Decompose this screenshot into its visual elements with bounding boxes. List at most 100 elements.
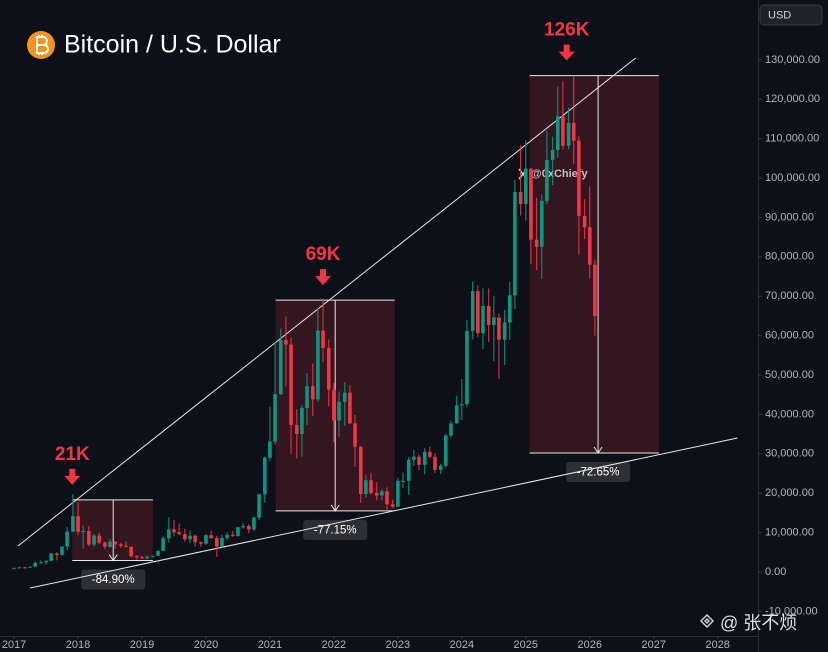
candle [422, 448, 427, 475]
x-tick-label: 2023 [386, 639, 410, 651]
candle [348, 385, 352, 424]
candle-body [33, 562, 37, 567]
x-tick-label: 2028 [705, 639, 729, 651]
peak-arrow [315, 269, 332, 286]
candle [305, 373, 309, 425]
candle [449, 420, 453, 438]
candle [220, 534, 224, 548]
candle [566, 107, 571, 150]
credit-logo [699, 613, 715, 629]
candle-body [508, 295, 512, 323]
currency-label: USD [768, 9, 791, 21]
candle [518, 145, 523, 216]
candle [204, 534, 208, 545]
candle [401, 472, 405, 488]
candle-body [534, 239, 539, 247]
candle-body [454, 405, 459, 424]
drawdown-box [529, 75, 659, 454]
candle-body [449, 423, 453, 436]
drawdown-arrowhead [593, 446, 603, 454]
bitcoin-logo [27, 31, 55, 59]
candle-body [390, 504, 395, 507]
candle [172, 519, 176, 537]
candle [577, 136, 581, 255]
candle-body [348, 392, 352, 424]
candle-body [460, 404, 464, 406]
candle [433, 453, 437, 473]
candle-body [476, 291, 480, 334]
x-tick-label: 2017 [2, 639, 26, 651]
candle-body [60, 546, 64, 555]
candle-body [199, 542, 203, 544]
candle-body [279, 339, 283, 395]
candle [513, 179, 517, 309]
y-tick-label: 130,000.00 [765, 54, 820, 66]
candle-body [412, 456, 416, 460]
candle [587, 186, 592, 279]
candle-body [247, 525, 251, 530]
candle [492, 296, 496, 362]
change-label: -77.15% [303, 519, 368, 540]
y-tick-label: -10,000.00 [765, 605, 818, 617]
candle-body [481, 306, 485, 334]
y-tick-label: 50,000.00 [765, 369, 814, 381]
candle-body [231, 534, 235, 536]
candle-body [65, 531, 69, 547]
candle-body [502, 322, 507, 340]
x-tick-label: 2021 [258, 639, 282, 651]
x-tick-label: 2022 [322, 639, 346, 651]
candle-body [396, 480, 400, 507]
candle-body [593, 264, 597, 316]
candle-body [145, 556, 149, 559]
candle [300, 405, 304, 457]
candle [353, 415, 357, 467]
candle [76, 502, 80, 535]
peak-label: 126K [544, 20, 590, 41]
candle [279, 328, 283, 395]
candle-body [300, 407, 304, 434]
candle-body [417, 456, 421, 465]
candle [295, 409, 299, 459]
candle [476, 285, 480, 338]
candle-body [465, 330, 469, 405]
candle [593, 259, 597, 336]
candle-body [39, 562, 43, 564]
candle [582, 199, 587, 240]
candle [236, 526, 240, 537]
candle [534, 197, 539, 271]
candle [103, 541, 107, 550]
candle-body [540, 200, 544, 247]
candle-body [492, 317, 496, 326]
candle-body [561, 116, 565, 146]
candle-body [571, 122, 576, 141]
candle-body [470, 291, 475, 331]
candle-body [321, 330, 325, 348]
candle [460, 379, 464, 421]
candle-body [113, 541, 117, 545]
change-label-bg [303, 519, 368, 540]
candle-body [87, 531, 91, 545]
candle-body [513, 192, 517, 296]
peak-arrow [558, 44, 575, 61]
candle [55, 552, 59, 561]
candle [44, 560, 48, 565]
candle [28, 566, 32, 568]
x-tick-label: 2020 [194, 639, 218, 651]
candle-body [518, 192, 523, 204]
candle-body [156, 550, 160, 556]
candle [183, 528, 187, 542]
drawdown-box [72, 499, 153, 561]
candle [497, 313, 501, 379]
candle-body [236, 527, 240, 536]
candle [199, 541, 203, 547]
trendline [29, 437, 738, 589]
candle-body [555, 116, 560, 151]
y-tick-label: 70,000.00 [765, 290, 814, 302]
candle-body [151, 555, 155, 557]
candle [225, 532, 229, 540]
candle [289, 337, 293, 454]
y-tick-label: 10,000.00 [765, 526, 814, 538]
candle [241, 522, 245, 529]
candle [571, 75, 576, 165]
